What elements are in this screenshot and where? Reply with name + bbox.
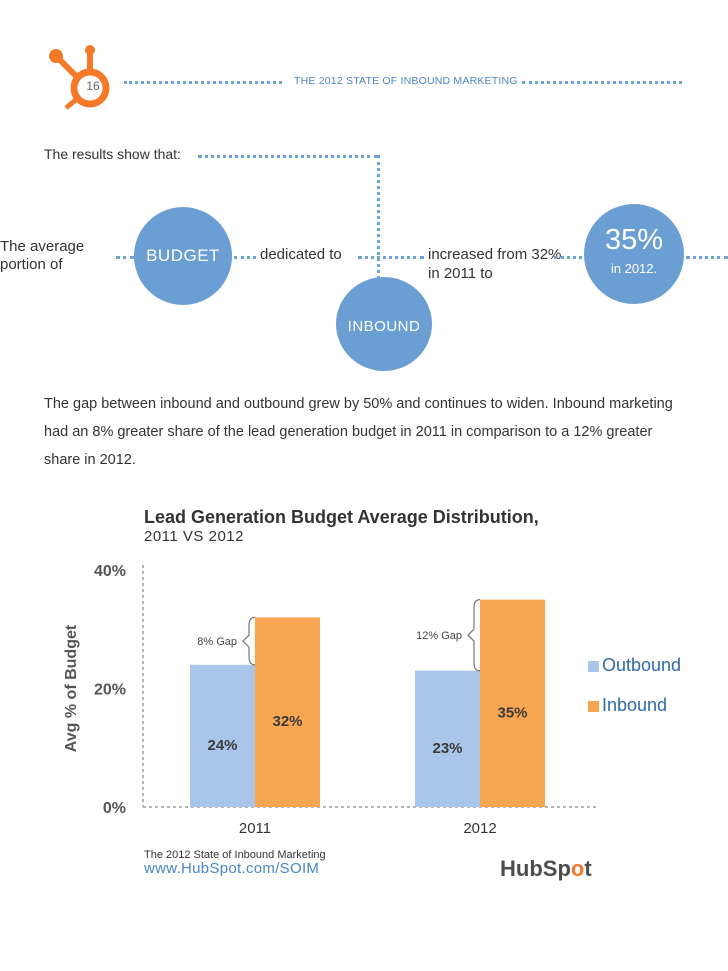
y-tick-label: 20% bbox=[94, 682, 126, 699]
legend-swatch-inbound bbox=[588, 701, 599, 712]
gap-bracket bbox=[467, 599, 481, 672]
y-tick-label: 40% bbox=[94, 563, 126, 580]
chart-title: Lead Generation Budget Average Distribut… bbox=[144, 507, 539, 527]
budget-chart: 0% 20% 40% Avg % of Budget 24% 32% 8% Gap 2011 2… bbox=[63, 563, 598, 837]
flow-connector-2 bbox=[234, 256, 256, 259]
gap-label: 8% Gap bbox=[197, 636, 237, 648]
intro-connector bbox=[198, 155, 378, 158]
percent-bubble-value: 35% bbox=[604, 223, 664, 256]
header-rule-left bbox=[124, 81, 282, 84]
bar-outbound-2011 bbox=[190, 664, 255, 807]
wordmark-o: o bbox=[570, 856, 585, 881]
budget-bubble-label: BUDGET bbox=[146, 246, 220, 265]
hubspot-sprocket-logo bbox=[38, 40, 128, 110]
inbound-bubble: INBOUND bbox=[336, 277, 432, 371]
wordmark-suffix: t bbox=[584, 856, 592, 881]
flow-connector-5 bbox=[686, 256, 728, 259]
y-axis-label: Avg % of Budget bbox=[63, 624, 80, 752]
flow-connector-1 bbox=[116, 256, 134, 259]
vertical-connector bbox=[377, 155, 380, 285]
flow-average-text: The average portion of bbox=[0, 238, 85, 273]
percent-bubble-sub: in 2012. bbox=[610, 260, 658, 276]
intro-text: The results show that: bbox=[44, 146, 181, 162]
hubspot-wordmark: HubSpot bbox=[500, 856, 592, 882]
header-rule-right bbox=[522, 81, 682, 84]
bar-inbound-2011 bbox=[255, 617, 320, 807]
chart-subtitle: 2011 VS 2012 bbox=[144, 528, 244, 545]
flow-connector-4 bbox=[554, 256, 582, 259]
bar-outbound-2012 bbox=[415, 670, 480, 807]
gap-label: 12% Gap bbox=[416, 630, 462, 642]
flow-dedicated-text: dedicated to bbox=[260, 246, 342, 263]
bar-inbound-2012 bbox=[480, 599, 545, 807]
page-number: 16 bbox=[86, 79, 100, 93]
summary-paragraph: The gap between inbound and outbound gre… bbox=[44, 396, 673, 468]
budget-bubble: BUDGET bbox=[134, 207, 232, 305]
percent-bubble: 35% in 2012. bbox=[584, 204, 684, 304]
y-tick-label: 0% bbox=[103, 800, 126, 817]
legend-label-inbound: Inbound bbox=[602, 695, 668, 715]
bar-data-label: 24% bbox=[207, 737, 237, 754]
wordmark-prefix: HubSp bbox=[500, 856, 571, 881]
x-tick-label: 2011 bbox=[239, 820, 271, 837]
bar-data-label: 32% bbox=[272, 713, 302, 730]
report-title: THE 2012 STATE OF INBOUND MARKETING bbox=[294, 75, 518, 87]
gap-bracket bbox=[242, 616, 256, 666]
flow-increased-text: increased from 32% in 2011 to bbox=[428, 246, 562, 282]
legend-swatch-outbound bbox=[588, 661, 599, 672]
bar-data-label: 23% bbox=[432, 740, 462, 757]
legend-label-outbound: Outbound bbox=[602, 655, 682, 675]
inbound-bubble-label: INBOUND bbox=[347, 317, 421, 335]
bar-data-label: 35% bbox=[497, 704, 527, 721]
x-tick-label: 2012 bbox=[463, 820, 496, 837]
source-url[interactable]: www.HubSpot.com/SOIM bbox=[144, 860, 320, 877]
flow-connector-3 bbox=[358, 256, 424, 259]
source-text: The 2012 State of Inbound Marketing bbox=[144, 849, 326, 861]
